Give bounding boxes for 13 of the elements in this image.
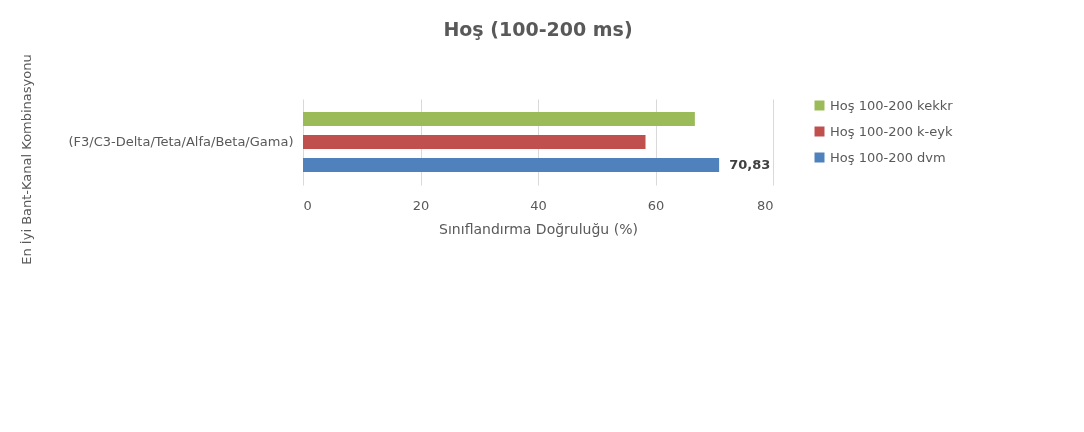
legend-label: Hoş 100-200 k-eyk: [830, 123, 953, 139]
y-axis-title: En İyi Bant-Kanal Kombinasyonu: [18, 54, 34, 265]
data-label: 70,83: [729, 156, 771, 172]
legend-label: Hoş 100-200 kekkr: [830, 97, 954, 113]
x-tick-label: 20: [412, 197, 430, 213]
x-axis-title: Sınıflandırma Doğruluğu (%): [439, 220, 638, 237]
y-tick-label: (F3/C3-Delta/Teta/Alfa/Beta/Gama): [68, 134, 294, 149]
x-tick-label: 80: [756, 197, 774, 213]
x-tick-label: 0: [303, 197, 312, 213]
x-tick-label: 40: [530, 197, 547, 213]
chart-title: Hoş (100-200 ms): [443, 17, 633, 40]
x-tick-label: 60: [647, 197, 665, 213]
legend-label: Hoş 100-200 dvm: [830, 149, 946, 165]
